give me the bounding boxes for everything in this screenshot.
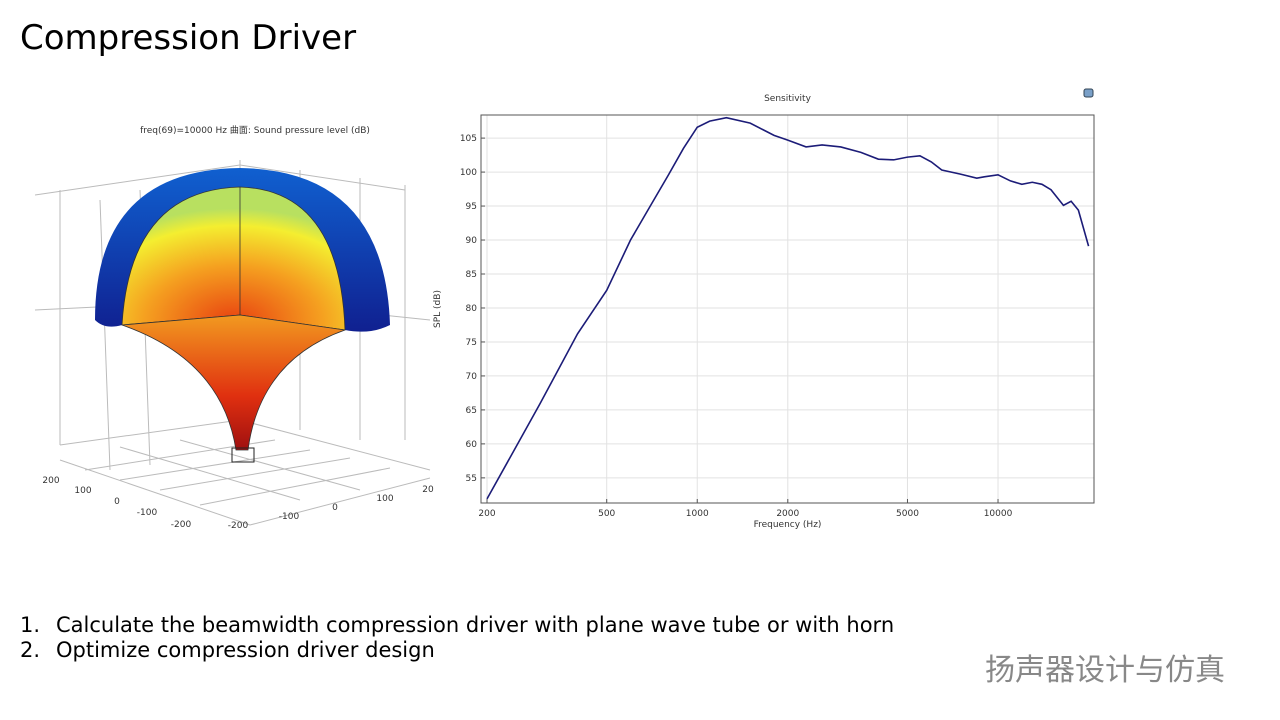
bullet-text: Calculate the beamwidth compression driv…: [56, 613, 895, 637]
slide-title: Compression Driver: [20, 18, 357, 58]
y-tick-label: 105: [460, 134, 477, 144]
figure: freq(69)=10000 Hz 曲面: Sound pressure lev…: [34, 88, 1095, 531]
plot-frame: [480, 114, 1095, 504]
x-tick-label: 500: [598, 509, 615, 519]
bullet: 1. Calculate the beamwidth compression dr…: [20, 613, 894, 637]
figure-tick-label: 0: [114, 497, 120, 507]
y-tick-label: 75: [466, 338, 477, 348]
x-tick-label: 5000: [896, 509, 919, 519]
figure-tick-label: 20: [422, 485, 434, 495]
figure-tick-label: -100: [137, 508, 158, 518]
figure-tick-label: -200: [228, 521, 249, 531]
figure-tick-label: 0: [332, 503, 338, 513]
y-tick-label: 65: [466, 406, 477, 416]
bullet-number: 1.: [20, 613, 41, 637]
watermark: 扬声器设计与仿真: [985, 653, 1225, 688]
y-tick-label: 100: [460, 168, 477, 178]
chart-icon[interactable]: [1083, 88, 1094, 98]
bullet-number: 2.: [20, 638, 41, 662]
y-tick-label: 60: [466, 440, 478, 450]
y-tick-label: 80: [466, 304, 478, 314]
figure-tick-label: 100: [376, 494, 393, 504]
y-tick-label: 95: [466, 202, 477, 212]
x-tick-label: 1000: [686, 509, 709, 519]
y-tick-label: 70: [466, 372, 478, 382]
y-tick-label: 85: [466, 270, 477, 280]
y-axis-label: SPL (dB): [433, 290, 443, 328]
figure-tick-label: 100: [74, 486, 91, 496]
x-tick-label: 200: [478, 509, 495, 519]
figure-tick-label: -100: [279, 512, 300, 522]
bullet: 2. Optimize compression driver design: [20, 638, 435, 662]
y-tick-label: 90: [466, 236, 478, 246]
chart-title: Sensitivity: [764, 94, 812, 104]
driver: [231, 447, 255, 463]
figure-tick-label: 200: [42, 476, 59, 486]
figure-title: freq(69)=10000 Hz 曲面: Sound pressure lev…: [140, 125, 370, 136]
x-axis-label: Frequency (Hz): [754, 520, 822, 530]
x-tick-label: 2000: [776, 509, 799, 519]
figure-tick-label: -200: [171, 520, 192, 530]
horn-surface: [121, 314, 346, 451]
x-tick-label: 10000: [984, 509, 1013, 519]
dome-rim: [95, 168, 390, 332]
bullet-text: Optimize compression driver design: [56, 638, 435, 662]
series-line: [486, 116, 1090, 500]
y-tick-label: 55: [466, 474, 477, 484]
